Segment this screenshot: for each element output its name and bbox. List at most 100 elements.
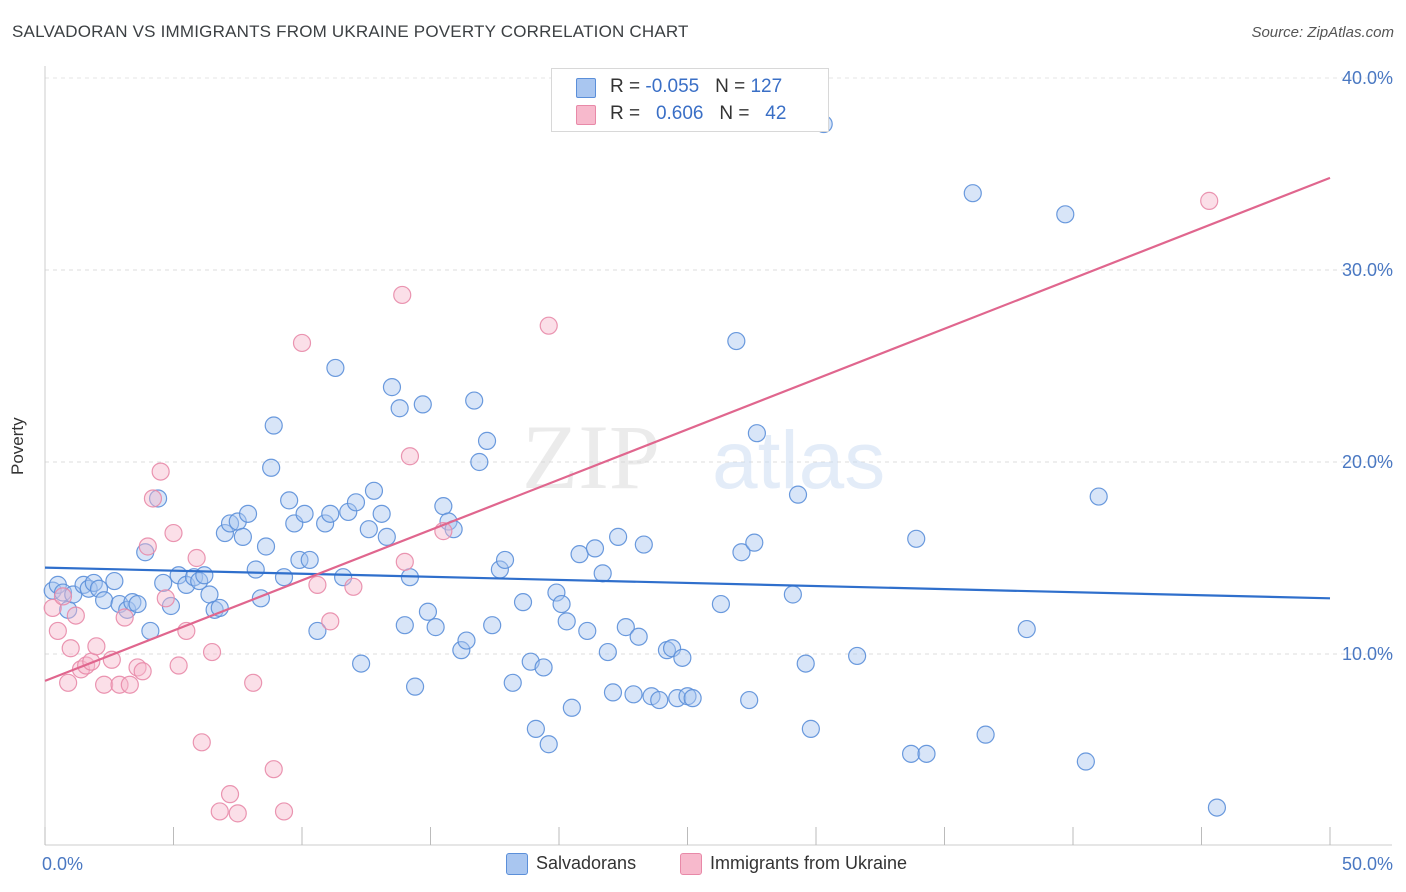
data-point (143, 489, 163, 508)
watermark: ZIP atlas (522, 406, 885, 508)
data-point (434, 497, 453, 516)
y-tick-label: 20.0% (1342, 452, 1393, 472)
data-point (352, 654, 371, 673)
trend-line-ukraine (44, 176, 1331, 682)
r-value: -0.055 (645, 76, 700, 97)
data-point (169, 656, 188, 675)
data-point (413, 395, 432, 414)
data-point (164, 523, 183, 543)
data-point (495, 550, 515, 570)
legend-swatch-ukraine (680, 853, 702, 875)
data-point (503, 673, 522, 692)
data-point (151, 462, 170, 481)
data-point (339, 502, 358, 522)
legend-swatch-salvadorans (506, 853, 528, 875)
data-point (95, 675, 114, 694)
data-point (79, 579, 98, 598)
data-point (382, 378, 402, 397)
data-point (128, 594, 147, 614)
data-point (84, 573, 103, 593)
data-point (513, 593, 533, 612)
data-point (321, 504, 340, 523)
data-point (316, 514, 335, 533)
data-point (585, 539, 605, 558)
data-point (292, 333, 312, 353)
data-point (727, 331, 746, 351)
legend-label-ukraine: Immigrants from Ukraine (710, 853, 908, 873)
data-point (534, 658, 553, 677)
y-tick-label: 30.0% (1342, 260, 1393, 280)
data-point (346, 493, 366, 512)
trend-line-salvadorans (44, 566, 1331, 600)
data-point (192, 733, 211, 752)
legend-swatch-salvadorans (576, 78, 596, 98)
data-point (264, 416, 283, 435)
data-point (673, 648, 692, 667)
data-point (43, 598, 62, 618)
data-point (262, 458, 281, 477)
data-point (300, 550, 319, 570)
data-point (156, 589, 175, 608)
data-point (148, 489, 168, 508)
data-point (629, 627, 648, 646)
data-point (547, 583, 566, 602)
data-point (624, 685, 643, 704)
data-point (562, 698, 581, 717)
data-point (154, 573, 173, 593)
data-point (274, 802, 294, 821)
correlation-legend: R = -0.055 N = 127 R = 0.606 N = 42 (551, 68, 829, 132)
data-point (1017, 619, 1036, 639)
data-point (470, 452, 489, 472)
data-point (457, 631, 476, 650)
data-point (280, 491, 299, 510)
data-point (1200, 191, 1219, 210)
data-point (1089, 487, 1108, 506)
data-point (976, 725, 995, 744)
data-point (321, 612, 340, 631)
data-point (372, 504, 391, 523)
data-point (48, 621, 67, 641)
data-point (796, 654, 815, 673)
data-point (246, 560, 265, 579)
data-point (477, 431, 497, 450)
n-value: 42 (765, 103, 787, 124)
data-point (215, 523, 234, 543)
data-point (295, 504, 314, 523)
data-point (747, 424, 766, 443)
legend-label-salvadorans: Salvadorans (536, 853, 637, 873)
axes (44, 66, 1392, 846)
data-point (570, 545, 589, 564)
data-point (359, 520, 378, 539)
data-point (228, 804, 247, 823)
data-point (557, 612, 576, 631)
data-point (53, 587, 73, 606)
data-point (233, 527, 252, 546)
data-point (603, 683, 623, 702)
data-point (105, 571, 124, 591)
data-point (202, 642, 222, 662)
data-point (598, 642, 617, 662)
data-point (848, 646, 867, 666)
r-value: 0.606 (655, 103, 704, 124)
data-point (616, 618, 635, 637)
data-point (66, 606, 85, 625)
watermark-atlas: atlas (712, 415, 885, 506)
legend-swatch-ukraine (576, 105, 596, 125)
data-point (1076, 752, 1095, 771)
data-point (364, 481, 384, 500)
data-point (539, 735, 558, 754)
data-point (120, 675, 139, 694)
watermark-zip: ZIP (522, 406, 660, 508)
tick-labels: 10.0% 20.0% 30.0% 40.0% 0.0% 50.0% (42, 68, 1393, 874)
data-point (390, 399, 409, 418)
data-point (133, 662, 152, 681)
source-label: Source: ZipAtlas.com (1251, 24, 1394, 41)
chart-title: SALVADORAN VS IMMIGRANTS FROM UKRAINE PO… (12, 22, 689, 41)
data-point (290, 550, 309, 570)
n-label: N = (719, 103, 755, 124)
n-value: 127 (750, 76, 783, 97)
data-point (634, 535, 653, 554)
data-point (210, 802, 229, 821)
data-point (256, 537, 276, 556)
data-point (745, 533, 764, 552)
